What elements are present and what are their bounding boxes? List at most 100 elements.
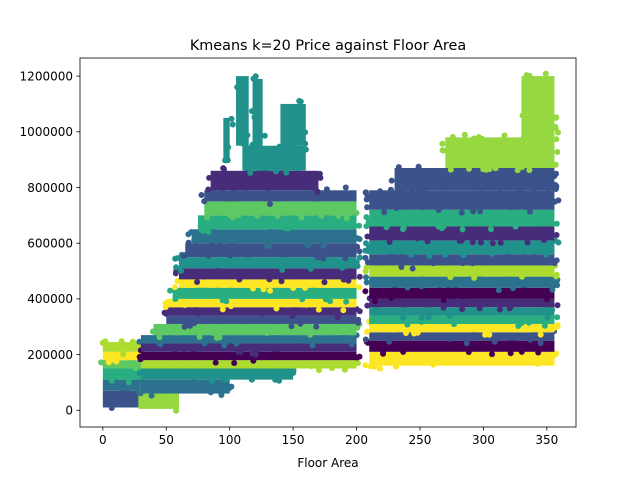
data-point [329, 365, 336, 372]
data-point [228, 303, 234, 310]
data-point [362, 254, 369, 261]
data-point [290, 285, 297, 291]
data-point [424, 238, 431, 245]
data-point [244, 132, 251, 139]
data-point [452, 231, 459, 238]
data-point [458, 209, 465, 216]
data-point [469, 239, 476, 246]
data-point [403, 330, 409, 336]
data-point [267, 236, 274, 243]
cluster-core-20 [178, 257, 357, 269]
data-point [255, 142, 262, 149]
data-point [289, 312, 296, 319]
data-point [342, 184, 349, 191]
data-point [223, 205, 230, 212]
data-point [249, 350, 256, 357]
data-point [185, 239, 192, 246]
data-point [506, 305, 513, 312]
data-point [553, 114, 560, 121]
data-point [200, 227, 207, 234]
data-point [295, 250, 302, 257]
data-point [508, 241, 514, 247]
data-point [353, 210, 360, 216]
data-point [322, 296, 329, 303]
data-point [261, 132, 268, 139]
data-point [553, 257, 560, 264]
data-point [340, 307, 347, 314]
data-point [356, 273, 363, 280]
data-point [463, 340, 470, 347]
data-point [247, 169, 254, 176]
data-point [404, 321, 411, 328]
data-point [118, 338, 125, 345]
data-point [263, 242, 270, 249]
data-point [354, 360, 361, 366]
data-point [269, 360, 276, 367]
data-point [532, 90, 539, 96]
data-point [489, 351, 495, 358]
data-point [354, 354, 361, 361]
data-point [298, 214, 305, 221]
data-point [274, 212, 281, 219]
data-point [148, 392, 155, 399]
data-point [446, 335, 453, 342]
data-point [251, 114, 258, 121]
data-point [372, 298, 378, 305]
data-point [386, 338, 393, 345]
data-point [207, 383, 214, 390]
data-point [362, 288, 369, 295]
data-point [194, 279, 201, 285]
data-point [201, 340, 208, 347]
y-axis-ticks: 0 200000 400000 600000 800000 1000000 1200000 [20, 69, 80, 418]
data-point [355, 319, 362, 326]
data-point [212, 359, 219, 366]
data-point [364, 233, 371, 240]
data-point [381, 209, 388, 216]
cluster-core-43 [394, 168, 555, 191]
data-point [290, 367, 297, 374]
data-point [383, 224, 390, 231]
data-point [273, 229, 280, 236]
data-point [508, 184, 515, 190]
data-point [518, 140, 525, 147]
data-point [364, 259, 371, 266]
data-point [459, 140, 466, 147]
data-point [210, 316, 217, 323]
data-point [195, 382, 202, 389]
data-point [477, 208, 484, 215]
y-tick-label: 200000 [27, 348, 73, 362]
data-point [553, 220, 560, 227]
data-point [440, 304, 447, 311]
data-point [393, 189, 399, 196]
data-point [458, 237, 465, 244]
data-point [445, 241, 452, 248]
cluster-core-7 [140, 379, 230, 394]
data-point [446, 312, 453, 319]
data-point [400, 348, 407, 355]
data-point [308, 363, 315, 370]
data-point [554, 282, 561, 289]
data-point [342, 255, 349, 262]
cluster-core-19 [178, 268, 357, 280]
data-point [353, 306, 360, 312]
data-point [338, 334, 345, 340]
data-point [173, 407, 180, 414]
data-point [491, 338, 498, 345]
data-point [251, 142, 258, 149]
data-point [514, 167, 521, 174]
data-point [206, 174, 213, 181]
data-point [531, 188, 538, 195]
data-point [305, 241, 312, 248]
cluster-core-35 [369, 287, 555, 299]
data-point [492, 165, 499, 172]
data-point [543, 296, 550, 303]
data-point [363, 264, 370, 271]
data-point [302, 284, 309, 291]
data-point [156, 334, 163, 341]
data-point [363, 274, 369, 281]
data-point [218, 392, 225, 398]
data-point [541, 322, 548, 329]
data-point [210, 330, 217, 336]
data-point [353, 259, 360, 266]
data-point [487, 201, 494, 207]
